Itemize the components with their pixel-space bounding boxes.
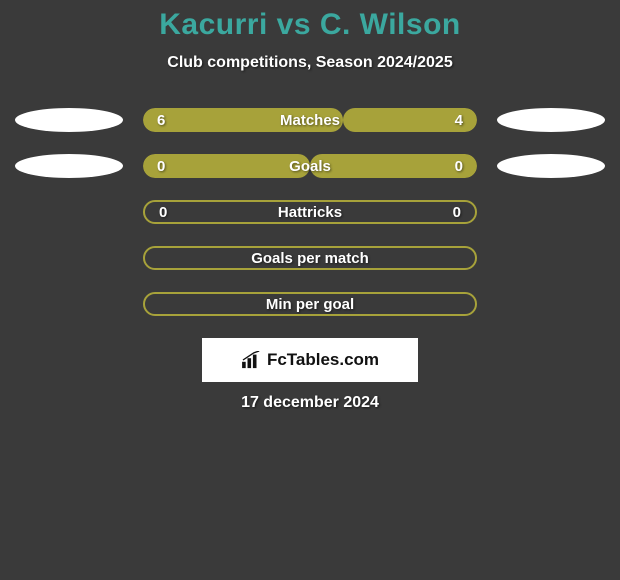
stat-row: Goals per match <box>0 246 620 270</box>
stat-row: 00Goals <box>0 154 620 178</box>
bar-values: 00 <box>145 202 475 222</box>
value-right: 4 <box>455 112 463 129</box>
stat-row: 00Hattricks <box>0 200 620 224</box>
stat-bar: Goals per match <box>143 246 477 270</box>
bar-values <box>145 294 475 314</box>
stat-rows: 64Matches00Goals00HattricksGoals per mat… <box>0 108 620 316</box>
value-right: 0 <box>455 158 463 175</box>
stat-bar: 64Matches <box>143 108 477 132</box>
page-title: Kacurri vs C. Wilson <box>0 8 620 42</box>
value-left: 0 <box>157 158 165 175</box>
bar-values <box>145 248 475 268</box>
stat-row: 64Matches <box>0 108 620 132</box>
date-label: 17 december 2024 <box>0 394 620 412</box>
value-left: 6 <box>157 112 165 129</box>
stat-bar: 00Goals <box>143 154 477 178</box>
brand-text: FcTables.com <box>267 350 379 370</box>
player-left-indicator <box>15 108 123 132</box>
comparison-card: Kacurri vs C. Wilson Club competitions, … <box>0 0 620 412</box>
player-right-indicator <box>497 108 605 132</box>
player-right-indicator <box>497 154 605 178</box>
value-left: 0 <box>159 204 167 221</box>
brand-chart-icon <box>241 351 263 369</box>
stat-row: Min per goal <box>0 292 620 316</box>
stat-bar: Min per goal <box>143 292 477 316</box>
stat-bar: 00Hattricks <box>143 200 477 224</box>
bar-values: 00 <box>143 154 477 178</box>
bar-values: 64 <box>143 108 477 132</box>
brand-box[interactable]: FcTables.com <box>202 338 418 382</box>
player-left-indicator <box>15 154 123 178</box>
subtitle: Club competitions, Season 2024/2025 <box>0 54 620 72</box>
value-right: 0 <box>453 204 461 221</box>
